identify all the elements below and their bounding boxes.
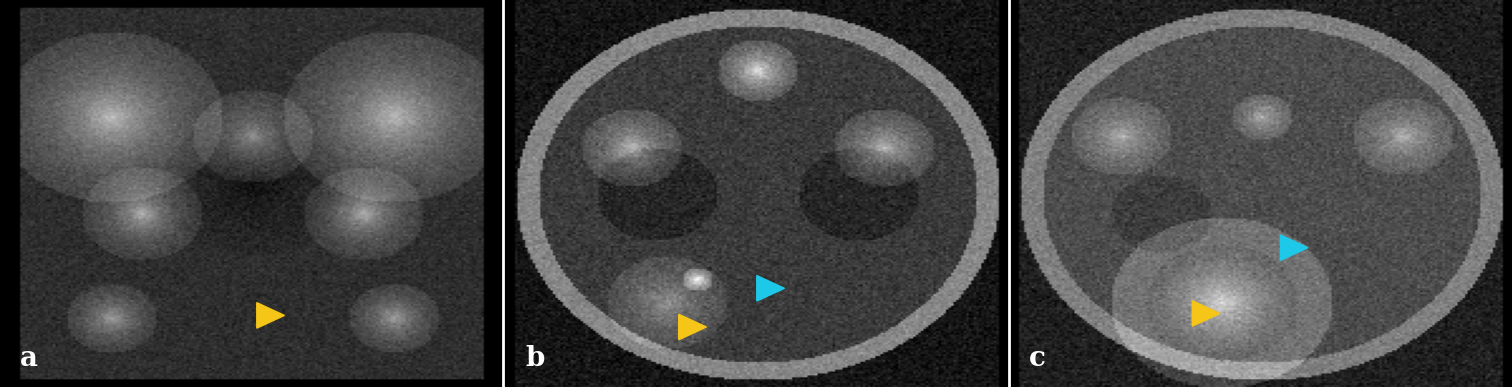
Text: a: a xyxy=(20,344,38,372)
Polygon shape xyxy=(758,276,785,301)
Polygon shape xyxy=(1193,301,1220,326)
Text: c: c xyxy=(1028,344,1045,372)
Polygon shape xyxy=(257,303,284,328)
Polygon shape xyxy=(679,314,706,340)
Polygon shape xyxy=(1281,235,1308,260)
Text: b: b xyxy=(525,344,544,372)
